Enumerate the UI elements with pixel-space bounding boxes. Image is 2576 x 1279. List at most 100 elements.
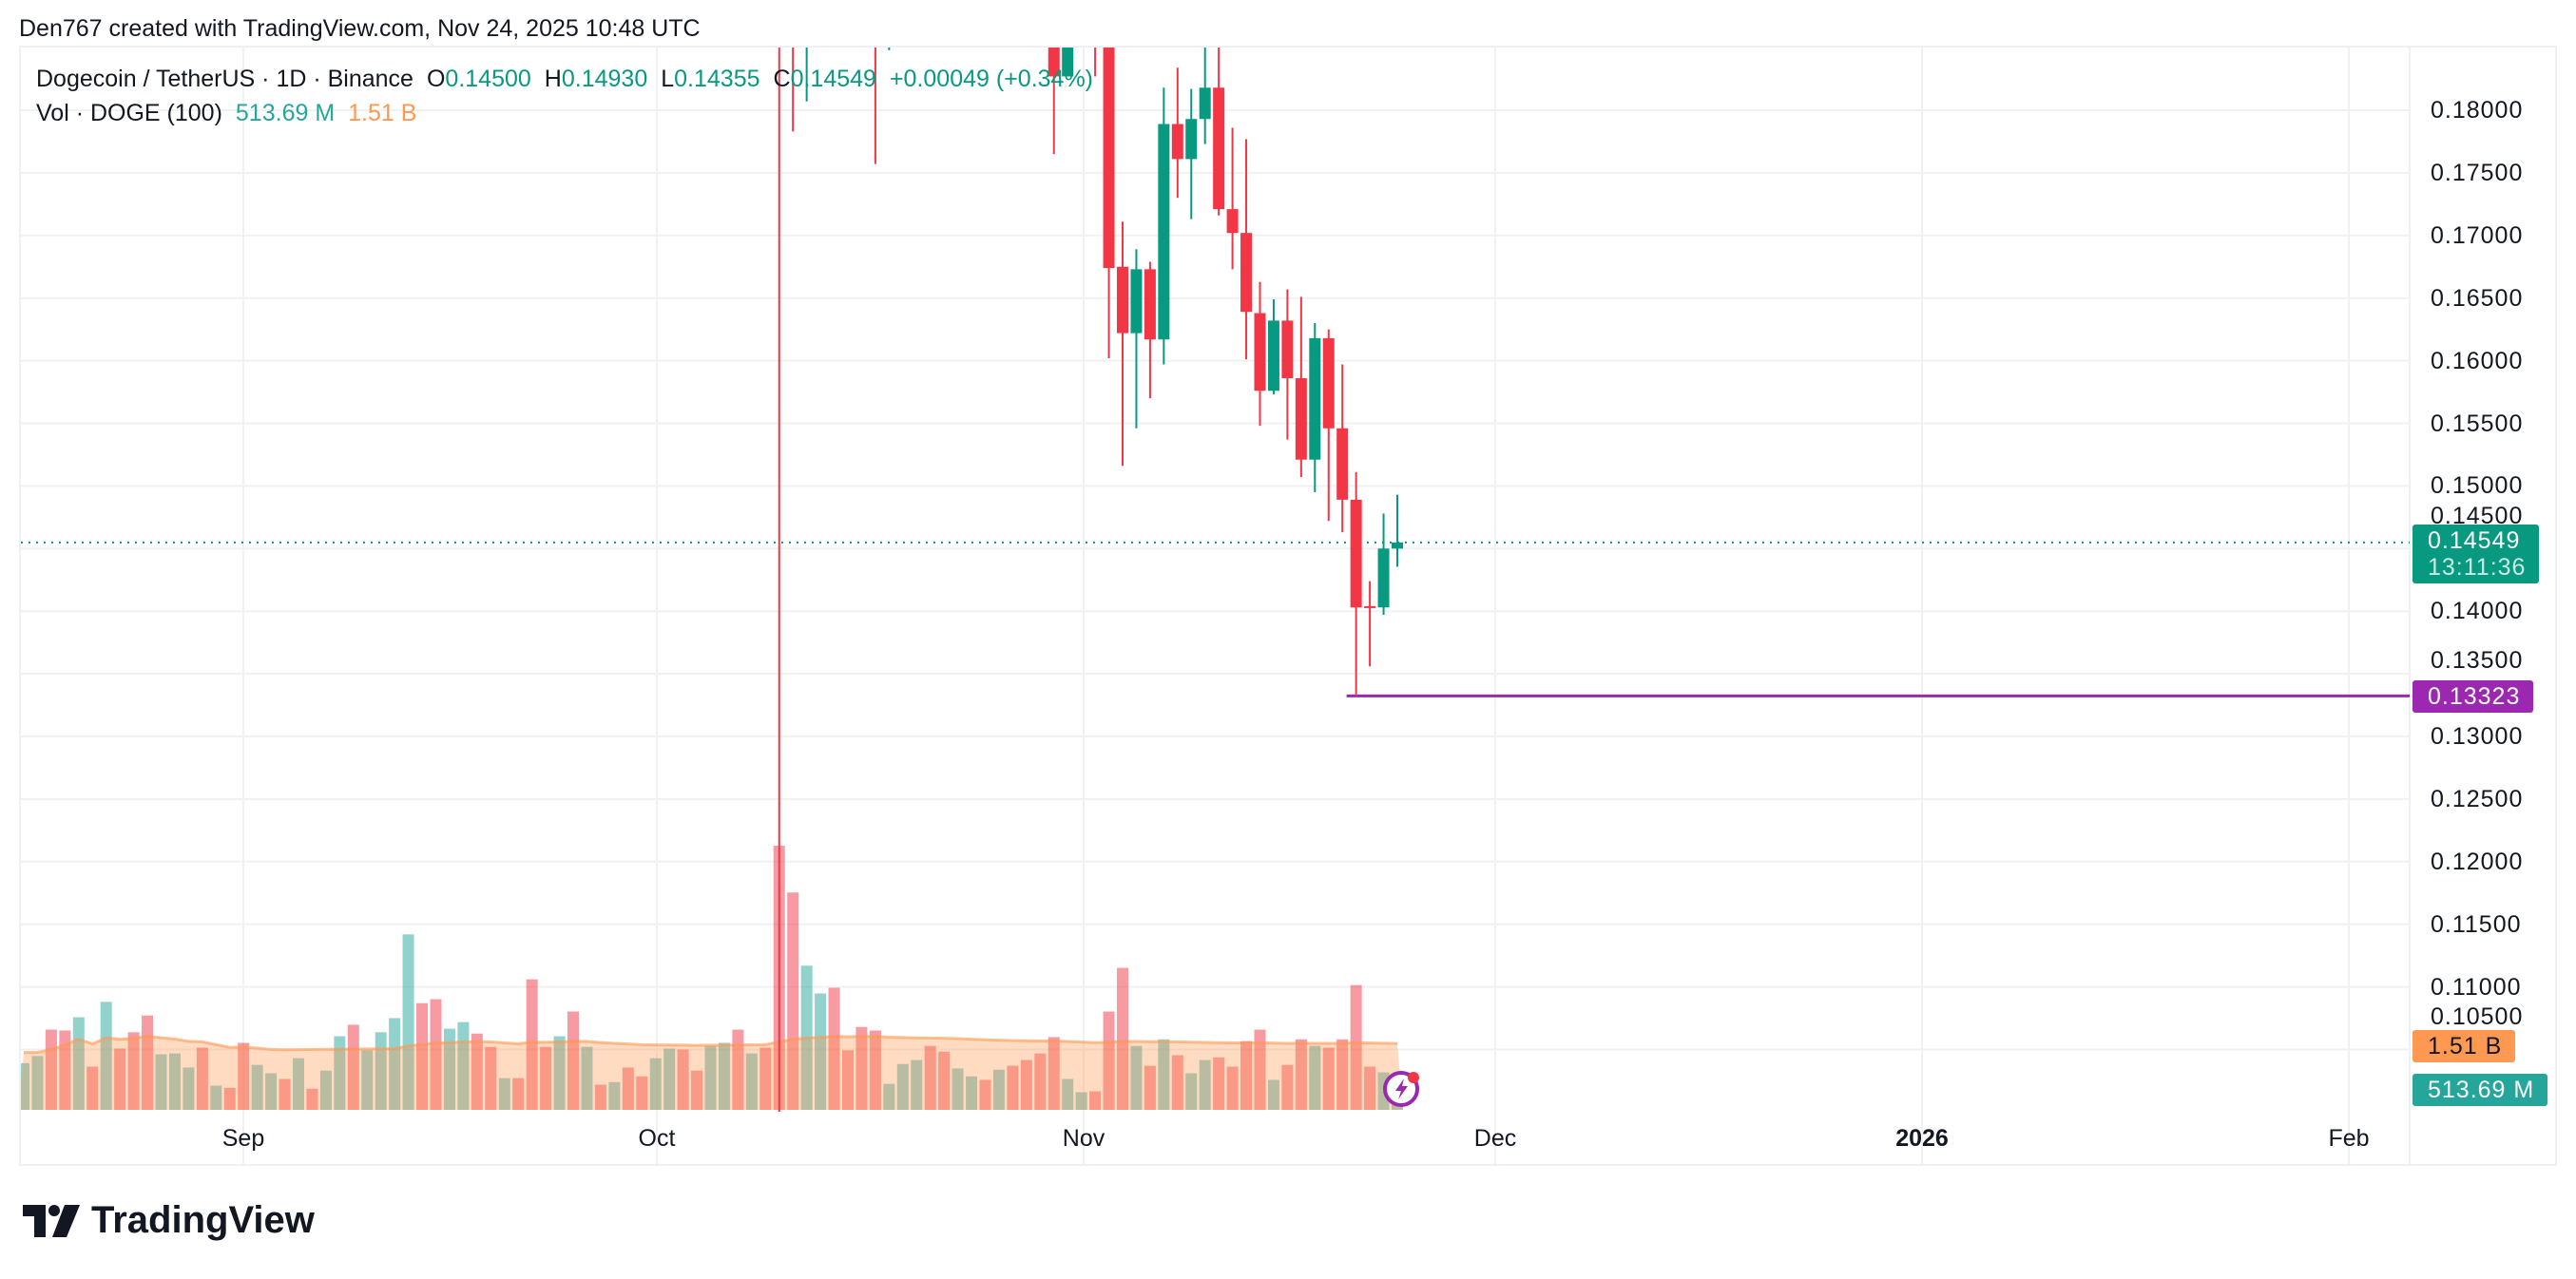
volume-bar (196, 1047, 208, 1110)
volume-bar (979, 1079, 991, 1110)
candle (1240, 139, 1253, 360)
volume-bar (265, 1073, 278, 1110)
volume-bar (471, 1033, 483, 1110)
volume-bar (375, 1032, 387, 1110)
volume-bar (896, 1063, 909, 1110)
candle (1350, 471, 1362, 697)
candle-body (774, 0, 785, 10)
volume-bar (759, 1047, 772, 1110)
candle (1158, 87, 1170, 365)
tradingview-logo[interactable]: TradingView (23, 1199, 315, 1242)
candle-body (1048, 48, 1060, 77)
candle (1048, 48, 1060, 155)
volume-bar (1075, 1092, 1087, 1110)
candle (1117, 221, 1128, 467)
volume-ma-tag: 1.51 B (2413, 1030, 2516, 1062)
candle-body (1117, 266, 1128, 334)
volume-bar (389, 1018, 401, 1110)
volume-bar (1336, 1039, 1349, 1110)
volume-bar (691, 1070, 703, 1110)
grid (21, 48, 2410, 1164)
volume-bar (636, 1076, 648, 1110)
price-axis-label: 0.13000 (2431, 723, 2524, 750)
candles (774, 0, 1403, 1112)
time-label-oct: Oct (638, 1125, 676, 1152)
candle-body (1267, 320, 1279, 391)
volume-bar (1199, 1059, 1211, 1110)
candle-body (801, 0, 813, 10)
volume-bar (1309, 1045, 1321, 1110)
time-label-2026: 2026 (1895, 1125, 1949, 1152)
candle-body (1392, 542, 1403, 549)
candle (792, 48, 795, 132)
candle-body (1350, 499, 1362, 608)
volume-bar (1144, 1065, 1156, 1110)
volume-bar (1240, 1040, 1253, 1110)
price-axis-label: 0.15000 (2431, 472, 2524, 500)
candle (1130, 249, 1143, 429)
chart-credit: Den767 created with TradingView.com, Nov… (19, 15, 701, 42)
open-label: O (426, 66, 446, 92)
candle-body (1144, 269, 1156, 340)
volume-ma-area (21, 1036, 1403, 1110)
volume-bar (168, 1053, 181, 1110)
candle (1336, 364, 1349, 533)
candle-body (1103, 48, 1115, 269)
volume-bar (293, 1058, 304, 1110)
last-price-tag: 0.14549 13:11:36 (2413, 525, 2540, 583)
volume-bar (567, 1011, 579, 1110)
price-axis-label: 0.14000 (2431, 598, 2524, 625)
candle (1295, 296, 1307, 478)
time-label-dec: Dec (1473, 1125, 1517, 1152)
volume-bar (361, 1050, 374, 1110)
volume-bar (142, 1015, 154, 1110)
volume-bar (1295, 1039, 1307, 1110)
volume-bar (526, 979, 538, 1110)
chart-frame (19, 46, 2557, 1166)
price-axis-label: 0.15500 (2431, 410, 2524, 437)
candle-body (1185, 119, 1198, 160)
volume-bar (828, 987, 840, 1110)
price-axis-label: 0.16500 (2431, 284, 2524, 312)
volume-bar (594, 1084, 606, 1110)
candle-body (1377, 548, 1390, 608)
volume-bar (924, 1045, 936, 1110)
volume-bar (745, 1053, 758, 1110)
volume-bar (732, 1029, 744, 1110)
volume-bar (992, 1069, 1005, 1110)
volume-bar (100, 1002, 112, 1110)
price-axis-label: 0.14500 (2431, 503, 2524, 530)
candle (1144, 261, 1156, 399)
candle (1254, 281, 1266, 427)
volume-bar (663, 1048, 676, 1110)
time-label-feb: Feb (2328, 1125, 2370, 1152)
volume-bar (87, 1066, 99, 1110)
candle (1213, 48, 1225, 216)
volume-bar (114, 1048, 126, 1110)
volume-bar (553, 1036, 566, 1110)
volume-bar (334, 1036, 346, 1110)
legend-row-volume[interactable]: Vol · DOGE (100) 513.69 M 1.51 B (36, 100, 430, 127)
candle (874, 48, 876, 164)
candle-body (1171, 124, 1183, 160)
volume-bar (787, 892, 799, 1110)
volume-bar (677, 1049, 689, 1110)
candle (774, 0, 785, 1112)
volume-title: Vol · DOGE (100) (36, 100, 222, 126)
volume-ma-line (23, 1034, 1398, 1055)
volume-bar (1007, 1065, 1019, 1110)
candle-body (1158, 124, 1170, 340)
candle (1199, 48, 1211, 144)
time-label-sep: Sep (221, 1125, 265, 1152)
price-axis-label: 0.12500 (2431, 785, 2524, 812)
legend-row-symbol[interactable]: Dogecoin / TetherUS · 1D · Binance O0.145… (36, 66, 1106, 93)
volume-bar (581, 1046, 593, 1110)
volume-last-tag: 513.69 M (2413, 1074, 2548, 1106)
candle (1103, 48, 1115, 358)
price-axis-label: 0.13500 (2431, 647, 2524, 675)
candle-body (1089, 0, 1101, 23)
candle (1076, 0, 1087, 23)
volume-bar (127, 1032, 140, 1110)
close-label: C (773, 66, 791, 92)
